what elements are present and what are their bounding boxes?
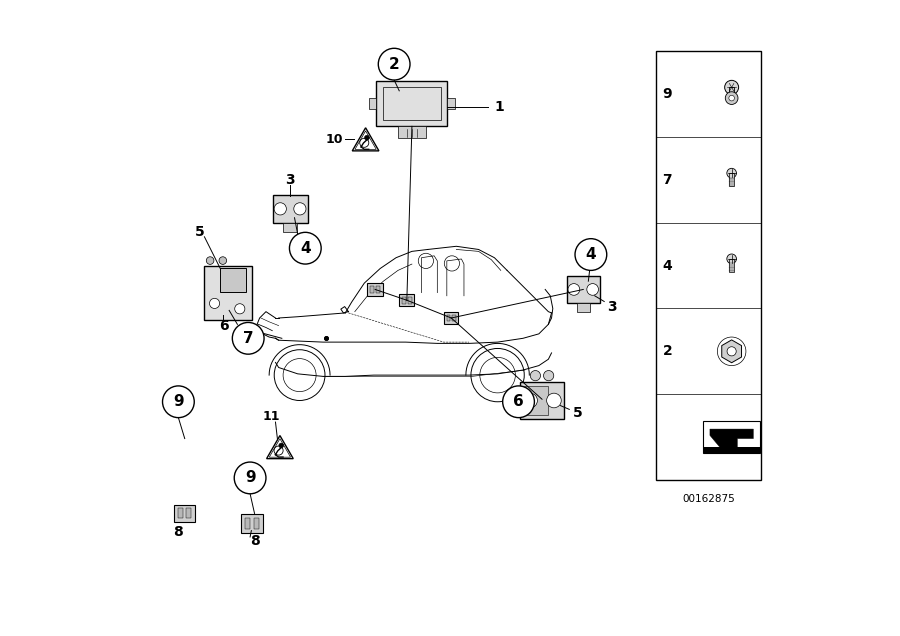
FancyBboxPatch shape: [402, 296, 406, 304]
FancyBboxPatch shape: [175, 505, 195, 522]
FancyBboxPatch shape: [566, 276, 600, 303]
FancyBboxPatch shape: [408, 296, 411, 304]
FancyBboxPatch shape: [367, 283, 383, 296]
FancyBboxPatch shape: [703, 447, 760, 453]
FancyBboxPatch shape: [446, 315, 450, 321]
Circle shape: [544, 371, 554, 381]
Polygon shape: [352, 128, 379, 151]
FancyBboxPatch shape: [577, 303, 590, 312]
FancyBboxPatch shape: [220, 268, 247, 293]
Text: 6: 6: [219, 319, 229, 333]
FancyBboxPatch shape: [245, 518, 250, 529]
Text: 4: 4: [586, 247, 596, 262]
Polygon shape: [266, 436, 293, 459]
Polygon shape: [355, 131, 376, 149]
Text: 3: 3: [285, 172, 295, 186]
FancyBboxPatch shape: [729, 173, 733, 186]
Circle shape: [378, 48, 410, 80]
Text: 5: 5: [573, 406, 583, 420]
FancyBboxPatch shape: [520, 382, 564, 418]
Circle shape: [503, 386, 535, 418]
Text: 7: 7: [243, 331, 254, 346]
FancyBboxPatch shape: [273, 195, 308, 223]
Circle shape: [274, 203, 286, 215]
Circle shape: [234, 462, 266, 494]
FancyBboxPatch shape: [376, 81, 447, 127]
Circle shape: [279, 443, 284, 448]
Circle shape: [575, 238, 607, 270]
FancyBboxPatch shape: [453, 315, 455, 321]
Text: 00162875: 00162875: [682, 494, 735, 504]
FancyBboxPatch shape: [284, 223, 297, 232]
FancyBboxPatch shape: [444, 312, 458, 324]
FancyBboxPatch shape: [656, 52, 761, 480]
FancyBboxPatch shape: [398, 127, 426, 138]
Text: 5: 5: [194, 225, 204, 239]
Circle shape: [290, 232, 321, 264]
Circle shape: [727, 169, 736, 178]
FancyBboxPatch shape: [186, 508, 192, 518]
Text: 3: 3: [607, 300, 616, 314]
FancyBboxPatch shape: [240, 515, 264, 533]
Circle shape: [210, 298, 220, 308]
Circle shape: [725, 92, 738, 104]
Circle shape: [523, 393, 537, 408]
Polygon shape: [722, 340, 742, 363]
Circle shape: [727, 347, 736, 356]
Text: 6: 6: [513, 394, 524, 410]
Circle shape: [587, 284, 599, 295]
FancyBboxPatch shape: [703, 421, 760, 453]
Text: 4: 4: [300, 240, 310, 256]
Text: 9: 9: [245, 471, 256, 485]
Circle shape: [219, 257, 227, 265]
Text: 8: 8: [249, 534, 259, 548]
Text: 7: 7: [662, 173, 672, 187]
Text: 9: 9: [662, 87, 672, 101]
Circle shape: [729, 95, 734, 101]
Polygon shape: [269, 439, 291, 457]
Circle shape: [206, 257, 214, 265]
FancyBboxPatch shape: [729, 259, 733, 272]
Text: 9: 9: [173, 394, 184, 410]
Circle shape: [364, 135, 369, 140]
Circle shape: [163, 386, 194, 418]
FancyBboxPatch shape: [447, 99, 455, 109]
Circle shape: [293, 203, 306, 215]
Circle shape: [530, 371, 541, 381]
FancyBboxPatch shape: [178, 508, 183, 518]
FancyBboxPatch shape: [376, 286, 381, 293]
Text: 1: 1: [495, 100, 504, 114]
Circle shape: [546, 393, 562, 408]
FancyBboxPatch shape: [204, 266, 252, 319]
FancyBboxPatch shape: [729, 87, 734, 101]
Polygon shape: [710, 429, 753, 449]
Text: 2: 2: [662, 344, 672, 358]
Circle shape: [568, 284, 580, 295]
Circle shape: [724, 80, 739, 94]
Text: 8: 8: [174, 525, 184, 539]
FancyBboxPatch shape: [254, 518, 259, 529]
Circle shape: [232, 322, 264, 354]
Text: 2: 2: [389, 57, 400, 72]
Circle shape: [727, 254, 736, 263]
Text: 11: 11: [262, 410, 280, 423]
FancyBboxPatch shape: [370, 286, 374, 293]
Text: 10: 10: [326, 132, 343, 146]
Text: 4: 4: [662, 259, 672, 273]
FancyBboxPatch shape: [524, 386, 548, 415]
FancyBboxPatch shape: [400, 294, 415, 307]
Circle shape: [235, 304, 245, 314]
FancyBboxPatch shape: [369, 99, 376, 109]
